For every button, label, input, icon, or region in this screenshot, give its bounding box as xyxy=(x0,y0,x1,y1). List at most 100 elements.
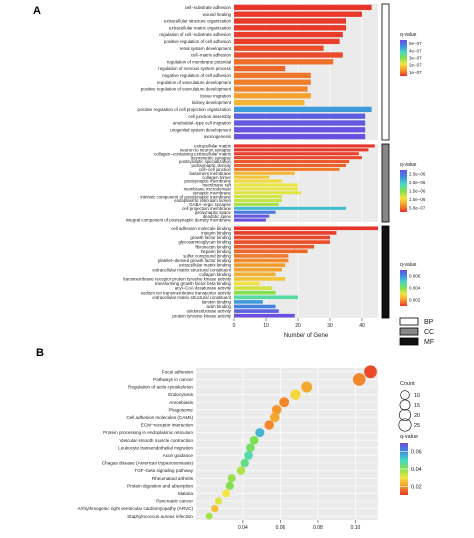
category-label: cell−matrix adhesion xyxy=(191,53,232,58)
category-label: regulation of vasculature development xyxy=(157,80,232,85)
x-tick-label: 40 xyxy=(359,323,365,329)
category-legend-label: CC xyxy=(424,329,434,336)
pathway-label: Protein digestion and absorption xyxy=(127,483,193,488)
category-label: cell−cell junction xyxy=(199,167,232,172)
category-label: regulation of nervous system process xyxy=(158,66,232,71)
count-legend-label: 10 xyxy=(414,393,420,399)
category-label: GABA−ergic synapse xyxy=(189,202,231,207)
category-label: collagen trimer xyxy=(202,175,231,180)
go-bp-panel: cell−substrate adhesion wound healing extr… xyxy=(138,3,422,141)
panel-b-label: B xyxy=(36,347,44,359)
pathway-label: Endocytosis xyxy=(168,392,193,397)
q-value-tick-label: 5.0e−07 xyxy=(409,205,426,210)
q-value-tick-label: 2e−07 xyxy=(409,63,422,68)
bar xyxy=(234,187,298,191)
q-value-tick-label: 2.0e−06 xyxy=(409,180,426,185)
bar xyxy=(234,254,289,258)
kegg-q-value-legend: q-value 0.06 0.04 0.02 xyxy=(400,434,422,495)
bar xyxy=(234,45,324,51)
x-axis-title: Number of Gene xyxy=(284,333,329,339)
bar xyxy=(234,86,308,92)
bar xyxy=(234,286,273,290)
data-point xyxy=(240,458,249,468)
category-legend-label: BP xyxy=(424,319,434,326)
pathway-label: Pathways in cancer xyxy=(153,377,193,382)
category-label: neuron to neuron synapse xyxy=(180,147,232,152)
bar xyxy=(234,144,375,148)
bar xyxy=(234,199,282,203)
category-label: intrinsic component of postsynaptic memb… xyxy=(140,194,231,199)
panel-a-label: A xyxy=(33,5,41,17)
data-point xyxy=(249,435,259,445)
bar xyxy=(234,263,286,267)
category-label: renal system development xyxy=(180,46,232,51)
x-tick-label: 0.04 xyxy=(238,525,248,531)
go-enrichment-bar-chart: cell−substrate adhesion wound healing extr… xyxy=(123,3,434,346)
category-label: actin binding xyxy=(206,304,231,309)
category-label: perisynaptic space xyxy=(195,210,232,215)
bar xyxy=(234,127,366,133)
data-point xyxy=(271,404,282,415)
pathway-label: ECM−receptor interaction xyxy=(141,423,194,428)
q-value-tick-label: 2.5e−06 xyxy=(409,172,426,177)
category-label: asymmetric synapse xyxy=(191,155,232,160)
pathway-label: Phagosome xyxy=(168,407,193,412)
x-tick-label: 10 xyxy=(263,323,269,329)
category-strip xyxy=(381,3,390,141)
count-legend-circle xyxy=(399,399,411,411)
bar xyxy=(234,202,279,206)
data-point xyxy=(236,466,246,475)
category-label: cell−substrate adhesion xyxy=(185,5,232,10)
bar xyxy=(234,163,346,167)
q-value-tick-label: 0.002 xyxy=(409,298,421,303)
category-label: integrin binding xyxy=(201,231,231,236)
category-label: transmembrane receptor protein tyrosine … xyxy=(123,277,232,282)
category-label: axonogenesis xyxy=(204,134,232,139)
bar xyxy=(234,295,298,300)
category-legend-key xyxy=(399,317,419,326)
panel-background xyxy=(234,144,378,222)
data-point xyxy=(211,504,219,513)
q-value-tick-label: 1e−07 xyxy=(409,70,422,75)
pathway-label: Leukocyte transendothelial migration xyxy=(118,445,193,450)
bar xyxy=(234,191,302,195)
bar xyxy=(234,106,372,113)
category-label: postsynaptic specialization xyxy=(179,159,232,164)
bar xyxy=(234,214,270,218)
bar xyxy=(234,304,276,309)
category-label: transforming growth factor beta binding xyxy=(155,281,232,286)
q-value-tick-label: 0.004 xyxy=(409,286,421,291)
category-label: regulation of membrane potential xyxy=(167,59,231,64)
bar xyxy=(234,113,366,119)
bar xyxy=(234,120,366,126)
bar xyxy=(234,300,263,304)
category-strip xyxy=(381,143,390,223)
category-label: extracellular matrix binding xyxy=(179,263,232,268)
count-legend-circle xyxy=(398,418,412,432)
data-point xyxy=(264,420,274,430)
category-label: platelet−derived growth factor binding xyxy=(158,258,232,263)
category-label: postsynaptic membrane xyxy=(184,179,231,184)
category-label: oxidoreductase activity xyxy=(187,309,232,314)
x-tick-label: 20 xyxy=(295,323,301,329)
data-point xyxy=(214,497,223,505)
bar xyxy=(234,313,295,318)
bar xyxy=(234,4,372,11)
bar xyxy=(234,179,282,183)
x-tick-label: 0.06 xyxy=(276,525,286,531)
q-value-tick-label: 0.04 xyxy=(411,467,422,473)
go-x-axis: 0 10 20 30 40 Number of Gene xyxy=(233,318,365,339)
panel-background xyxy=(234,4,378,140)
category-label: extracellular matrix structural constitu… xyxy=(152,267,231,272)
q-value-legend-title: q-value xyxy=(400,262,417,268)
count-legend-label: 15 xyxy=(414,403,420,409)
data-point xyxy=(205,512,213,520)
pathway-label: Pancreatic cancer xyxy=(156,499,193,504)
category-label: synaptic membrane xyxy=(193,190,232,195)
bar xyxy=(234,240,330,244)
count-legend-circle xyxy=(398,408,412,422)
pathway-label: Regulation of actin cytoskeleton xyxy=(128,385,193,390)
bar xyxy=(234,171,295,175)
category-label: fibronectin binding xyxy=(195,244,231,249)
